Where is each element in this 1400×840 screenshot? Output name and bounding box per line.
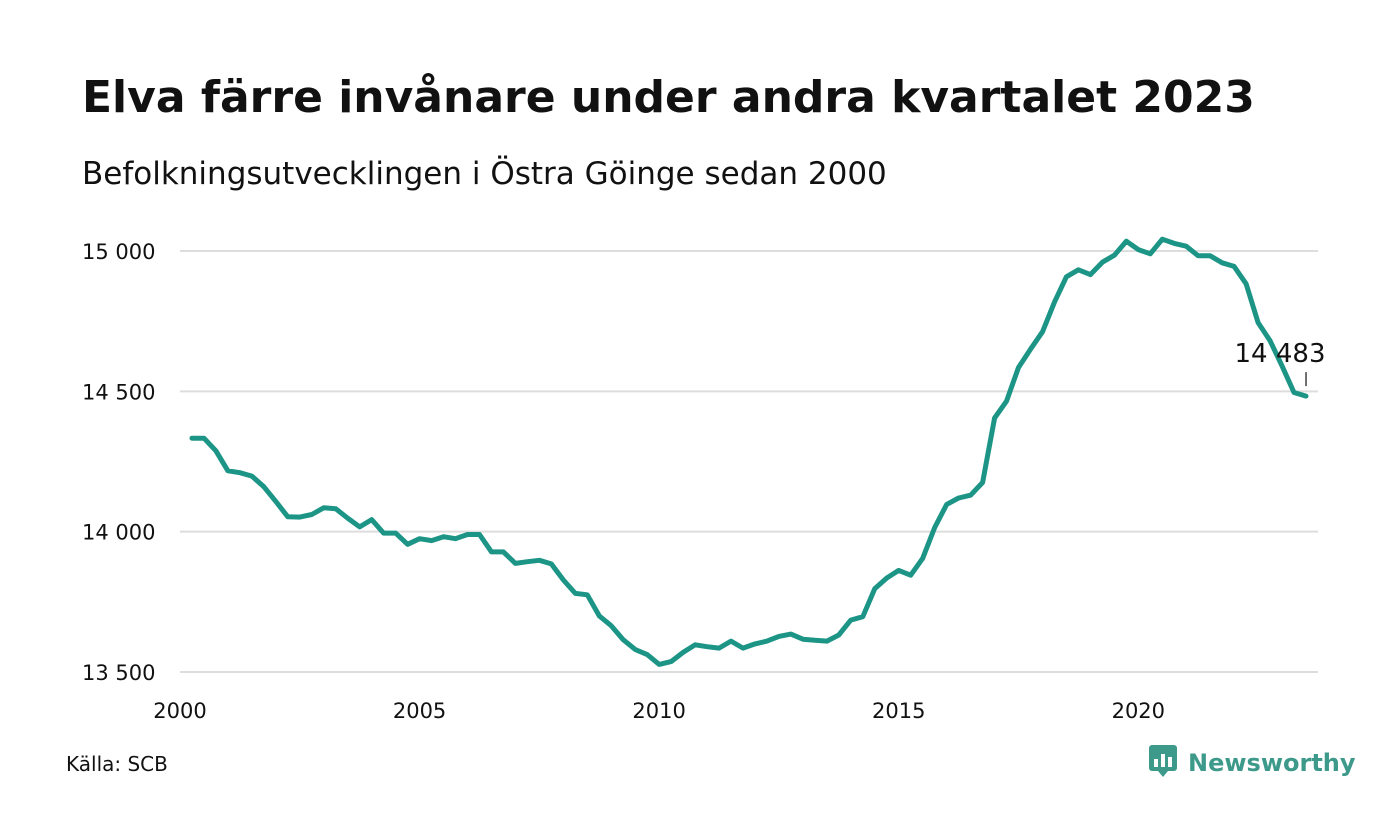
- chart-title: Elva färre invånare under andra kvartale…: [82, 72, 1255, 123]
- population-line: [189, 236, 1309, 667]
- end-value-label: 14 483: [1235, 339, 1326, 369]
- source-note: Källa: SCB: [66, 752, 168, 776]
- grid-lines: [180, 250, 1318, 673]
- chart-subtitle: Befolkningsutvecklingen i Östra Göinge s…: [82, 156, 887, 192]
- x-tick-label: 2005: [393, 699, 446, 723]
- x-tick-label: 2000: [153, 699, 206, 723]
- brand-logo: Newsworthy: [1148, 744, 1356, 782]
- x-axis-ticks: 2000 2005 2010 2015 2020: [153, 699, 1165, 723]
- x-tick-label: 2020: [1112, 699, 1165, 723]
- x-tick-label: 2015: [872, 699, 925, 723]
- y-tick-label: 15 000: [82, 240, 155, 264]
- y-tick-label: 14 000: [82, 521, 155, 545]
- y-tick-label: 13 500: [82, 661, 155, 685]
- brand-name: Newsworthy: [1188, 749, 1356, 777]
- y-axis-ticks: 13 500 14 000 14 500 15 000: [82, 240, 155, 685]
- x-tick-label: 2010: [632, 699, 685, 723]
- y-tick-label: 14 500: [82, 380, 155, 404]
- bar-chart-speech-bubble-icon: [1148, 744, 1178, 782]
